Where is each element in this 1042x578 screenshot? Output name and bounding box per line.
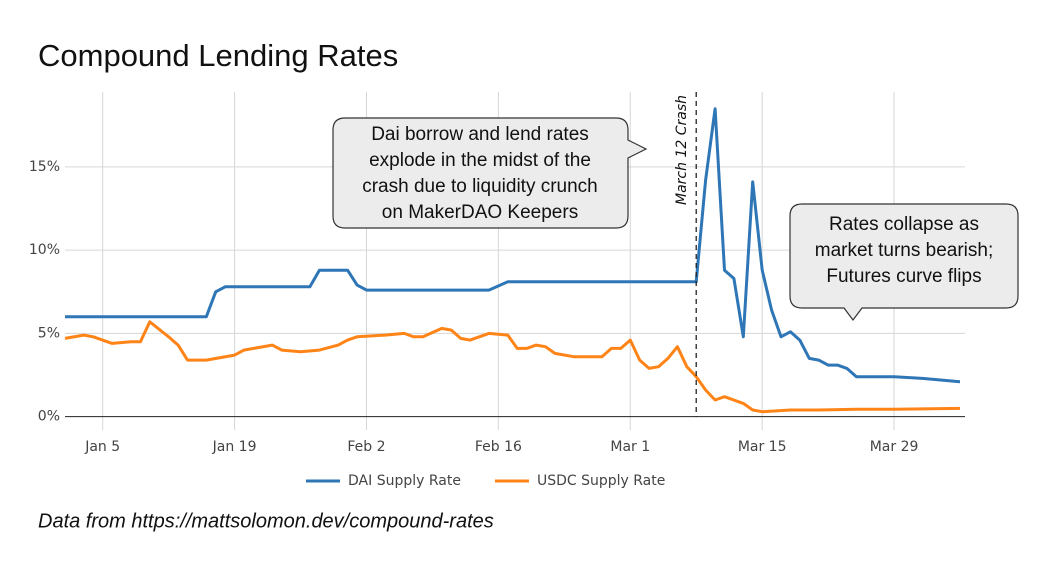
source-note: Data from https://mattsolomon.dev/compou… xyxy=(38,510,494,532)
callout-text: market turns bearish; xyxy=(815,240,993,261)
callout-text: crash due to liquidity crunch xyxy=(362,176,598,197)
callout-bubble xyxy=(332,117,648,229)
legend-label: DAI Supply Rate xyxy=(348,473,461,489)
data-line xyxy=(65,107,961,384)
x-tick-label: Mar 29 xyxy=(870,439,919,455)
y-tick-label: 10% xyxy=(29,242,60,258)
callout-bubble xyxy=(789,203,1019,321)
crash-label: March 12 Crash xyxy=(674,95,690,205)
chart-title: Compound Lending Rates xyxy=(38,38,398,73)
callout-text: Dai borrow and lend rates xyxy=(371,124,589,145)
x-tick-label: Feb 16 xyxy=(475,439,522,455)
x-tick-label: Feb 2 xyxy=(347,439,385,455)
y-tick-label: 0% xyxy=(38,409,60,425)
data-line xyxy=(64,320,961,414)
x-tick-label: Mar 1 xyxy=(610,439,650,455)
y-tick-label: 15% xyxy=(29,159,60,175)
x-tick-label: Jan 5 xyxy=(84,439,120,455)
callout-text: Rates collapse as xyxy=(829,214,979,235)
callout-text: explode in the midst of the xyxy=(369,150,591,171)
callout-text: on MakerDAO Keepers xyxy=(382,202,578,223)
legend-label: USDC Supply Rate xyxy=(537,473,665,489)
plot-area: March 12 Crash xyxy=(64,92,961,417)
x-tick-label: Mar 15 xyxy=(738,439,787,455)
y-tick-label: 5% xyxy=(38,325,60,341)
annotations: Dai borrow and lend rates explode in the … xyxy=(332,117,1019,321)
x-tick-label: Jan 19 xyxy=(212,439,257,455)
callout-text: Futures curve flips xyxy=(826,266,981,287)
